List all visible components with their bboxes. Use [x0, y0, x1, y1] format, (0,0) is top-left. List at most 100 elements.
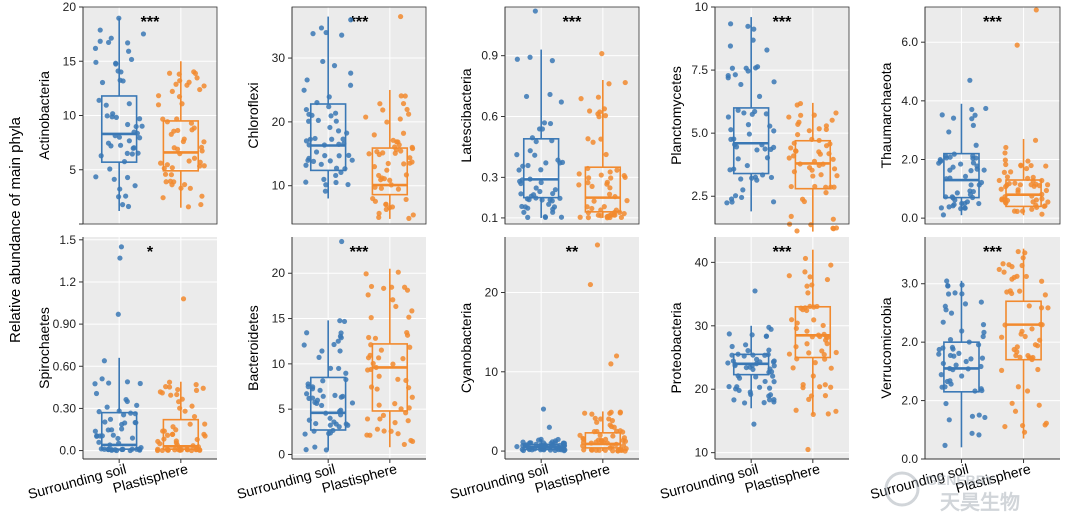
data-point — [315, 117, 321, 124]
data-point — [622, 79, 628, 86]
data-point — [797, 100, 804, 107]
outlier-point — [180, 296, 187, 302]
box-surrounding-soil — [301, 238, 356, 453]
data-point — [191, 125, 197, 131]
panel-background — [83, 237, 217, 459]
data-point — [609, 418, 615, 424]
data-point — [104, 404, 110, 410]
data-point — [806, 350, 812, 356]
data-point — [164, 162, 170, 168]
box-surrounding-soil — [936, 278, 988, 448]
data-point — [1045, 305, 1051, 311]
data-point — [946, 204, 952, 210]
data-point — [316, 354, 322, 360]
data-point — [407, 155, 413, 161]
data-point — [828, 384, 834, 390]
data-point — [125, 40, 131, 46]
data-point — [187, 185, 193, 191]
data-point — [125, 48, 132, 54]
outlier-point — [608, 361, 614, 367]
data-point — [514, 443, 520, 450]
data-point — [549, 58, 555, 64]
panel-background — [715, 7, 849, 224]
data-point — [331, 341, 337, 348]
y-tick-label: 10 — [63, 109, 77, 123]
data-point — [365, 367, 371, 373]
data-point — [343, 370, 349, 376]
data-point — [801, 198, 807, 205]
data-point — [969, 430, 975, 436]
panel-background — [505, 237, 639, 459]
data-point — [538, 179, 544, 186]
data-point — [199, 193, 205, 199]
data-point — [337, 318, 343, 324]
data-point — [376, 210, 382, 217]
y-tick-label: 30 — [272, 51, 286, 65]
data-point — [749, 111, 755, 117]
global-y-axis-label-svg: Relative abundance of main phyla — [7, 116, 24, 343]
panel-thaumarchaeota: 0.0 2.0 4.0 6.0 Thaumarchaeota *** — [878, 6, 1061, 225]
box-iqr — [794, 305, 832, 359]
data-point — [538, 167, 544, 173]
data-point — [303, 106, 310, 113]
data-point — [973, 155, 979, 161]
data-point — [104, 113, 110, 119]
data-point — [532, 152, 538, 158]
significance-label: *** — [141, 14, 160, 31]
y-tick-label: 20 — [485, 286, 499, 300]
data-point — [807, 274, 813, 280]
data-point — [1025, 352, 1031, 359]
data-point — [372, 198, 378, 204]
data-point — [129, 151, 135, 157]
data-point — [407, 160, 413, 166]
data-point — [169, 165, 175, 171]
data-point — [603, 151, 609, 158]
data-point — [1034, 204, 1040, 210]
data-point — [946, 129, 952, 135]
data-point — [111, 176, 117, 182]
data-point — [328, 113, 334, 119]
data-point — [589, 447, 595, 453]
data-point — [191, 155, 198, 161]
data-point — [94, 433, 100, 439]
data-point — [376, 214, 382, 220]
data-point — [108, 35, 114, 41]
y-tick-label: 0.30 — [53, 401, 77, 415]
data-point — [620, 437, 626, 444]
data-point — [102, 419, 108, 425]
data-point — [614, 167, 620, 173]
data-point — [976, 200, 982, 207]
data-point — [607, 212, 613, 219]
data-point — [589, 205, 595, 212]
data-point — [791, 169, 798, 175]
y-tick-label: 10 — [695, 0, 709, 14]
data-point — [804, 328, 810, 334]
data-point — [734, 384, 740, 390]
data-point — [1002, 423, 1008, 430]
y-tick-label: 0.90 — [53, 317, 77, 331]
data-point — [806, 396, 812, 402]
data-point — [608, 423, 615, 430]
data-point — [329, 136, 335, 142]
data-point — [335, 338, 341, 344]
data-point — [305, 384, 311, 390]
data-point — [804, 341, 810, 347]
data-point — [374, 386, 380, 392]
data-point — [828, 262, 834, 268]
data-point — [320, 378, 326, 384]
data-point — [833, 110, 839, 116]
panel-border — [924, 6, 1061, 225]
data-point — [368, 315, 374, 321]
data-point — [830, 216, 836, 222]
data-point — [518, 191, 524, 197]
data-point — [380, 107, 386, 113]
data-point — [970, 160, 977, 166]
significance-label: *** — [773, 244, 792, 261]
data-point — [771, 397, 777, 403]
data-point — [786, 155, 792, 161]
data-point — [816, 126, 822, 132]
data-point — [125, 121, 131, 128]
box-iqr — [309, 376, 347, 431]
data-point — [771, 144, 777, 150]
data-point — [166, 384, 173, 390]
